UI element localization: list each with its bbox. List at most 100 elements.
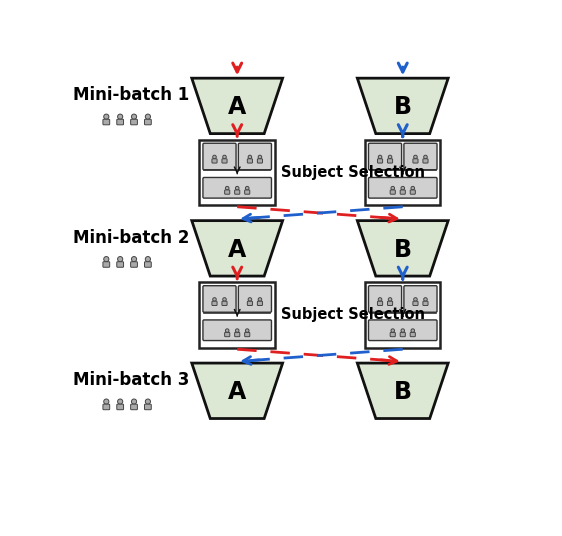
Circle shape xyxy=(378,297,382,301)
Circle shape xyxy=(246,187,249,190)
Circle shape xyxy=(401,329,405,332)
Circle shape xyxy=(104,257,109,262)
Circle shape xyxy=(246,329,249,332)
FancyBboxPatch shape xyxy=(130,262,138,267)
Text: Mini-batch 1: Mini-batch 1 xyxy=(73,86,189,104)
Circle shape xyxy=(146,257,151,262)
FancyBboxPatch shape xyxy=(203,143,236,170)
Text: Subject Selection: Subject Selection xyxy=(281,308,425,323)
Circle shape xyxy=(132,257,137,262)
FancyBboxPatch shape xyxy=(369,143,402,170)
Polygon shape xyxy=(192,78,283,133)
Polygon shape xyxy=(357,78,448,133)
FancyBboxPatch shape xyxy=(390,332,395,337)
Circle shape xyxy=(248,155,252,159)
Circle shape xyxy=(146,399,151,404)
FancyBboxPatch shape xyxy=(369,286,402,312)
FancyBboxPatch shape xyxy=(144,262,151,267)
FancyBboxPatch shape xyxy=(244,332,250,337)
FancyBboxPatch shape xyxy=(369,320,437,340)
Circle shape xyxy=(411,187,415,190)
FancyBboxPatch shape xyxy=(225,332,230,337)
Polygon shape xyxy=(192,221,283,276)
FancyBboxPatch shape xyxy=(203,286,236,312)
FancyBboxPatch shape xyxy=(130,120,138,125)
FancyBboxPatch shape xyxy=(365,140,441,205)
Text: A: A xyxy=(228,95,246,120)
FancyBboxPatch shape xyxy=(103,262,110,267)
FancyBboxPatch shape xyxy=(400,190,405,194)
FancyBboxPatch shape xyxy=(423,159,428,163)
FancyBboxPatch shape xyxy=(247,159,252,163)
FancyBboxPatch shape xyxy=(387,159,393,163)
FancyBboxPatch shape xyxy=(413,159,418,163)
Circle shape xyxy=(223,155,226,159)
FancyBboxPatch shape xyxy=(404,143,437,170)
FancyBboxPatch shape xyxy=(387,301,393,306)
Circle shape xyxy=(223,297,226,301)
Circle shape xyxy=(401,187,405,190)
FancyBboxPatch shape xyxy=(212,301,217,306)
FancyBboxPatch shape xyxy=(117,120,124,125)
Polygon shape xyxy=(192,363,283,419)
FancyBboxPatch shape xyxy=(117,404,124,410)
FancyBboxPatch shape xyxy=(247,301,252,306)
Circle shape xyxy=(388,155,392,159)
Circle shape xyxy=(132,114,137,120)
Circle shape xyxy=(378,155,382,159)
FancyBboxPatch shape xyxy=(144,120,151,125)
FancyBboxPatch shape xyxy=(130,404,138,410)
FancyBboxPatch shape xyxy=(244,190,250,194)
FancyBboxPatch shape xyxy=(222,159,227,163)
FancyBboxPatch shape xyxy=(423,301,428,306)
Circle shape xyxy=(146,114,151,120)
FancyBboxPatch shape xyxy=(225,190,230,194)
Text: B: B xyxy=(394,381,412,404)
Circle shape xyxy=(117,114,123,120)
FancyBboxPatch shape xyxy=(378,159,383,163)
Circle shape xyxy=(248,297,252,301)
FancyBboxPatch shape xyxy=(222,301,227,306)
Circle shape xyxy=(132,399,137,404)
Polygon shape xyxy=(357,363,448,419)
FancyBboxPatch shape xyxy=(400,332,405,337)
Circle shape xyxy=(117,257,123,262)
FancyBboxPatch shape xyxy=(103,120,110,125)
Circle shape xyxy=(212,155,216,159)
FancyBboxPatch shape xyxy=(212,159,217,163)
Circle shape xyxy=(225,187,229,190)
FancyBboxPatch shape xyxy=(413,301,418,306)
Circle shape xyxy=(104,114,109,120)
Text: A: A xyxy=(228,381,246,404)
Circle shape xyxy=(117,399,123,404)
FancyBboxPatch shape xyxy=(235,332,240,337)
FancyBboxPatch shape xyxy=(200,282,275,348)
Circle shape xyxy=(414,155,417,159)
Circle shape xyxy=(411,329,415,332)
FancyBboxPatch shape xyxy=(203,320,271,340)
FancyBboxPatch shape xyxy=(410,332,415,337)
FancyBboxPatch shape xyxy=(238,286,271,312)
Circle shape xyxy=(212,297,216,301)
Circle shape xyxy=(424,297,427,301)
Circle shape xyxy=(391,187,395,190)
FancyBboxPatch shape xyxy=(203,177,271,198)
FancyBboxPatch shape xyxy=(144,404,151,410)
Circle shape xyxy=(258,297,262,301)
FancyBboxPatch shape xyxy=(257,159,262,163)
FancyBboxPatch shape xyxy=(257,301,262,306)
FancyBboxPatch shape xyxy=(404,286,437,312)
Circle shape xyxy=(235,329,239,332)
FancyBboxPatch shape xyxy=(200,140,275,205)
Circle shape xyxy=(235,187,239,190)
Text: A: A xyxy=(228,238,246,262)
FancyBboxPatch shape xyxy=(365,282,441,348)
FancyBboxPatch shape xyxy=(238,143,271,170)
FancyBboxPatch shape xyxy=(410,190,415,194)
Circle shape xyxy=(225,329,229,332)
Text: B: B xyxy=(394,238,412,262)
FancyBboxPatch shape xyxy=(235,190,240,194)
Polygon shape xyxy=(357,221,448,276)
Text: Mini-batch 3: Mini-batch 3 xyxy=(73,371,189,389)
Circle shape xyxy=(391,329,395,332)
